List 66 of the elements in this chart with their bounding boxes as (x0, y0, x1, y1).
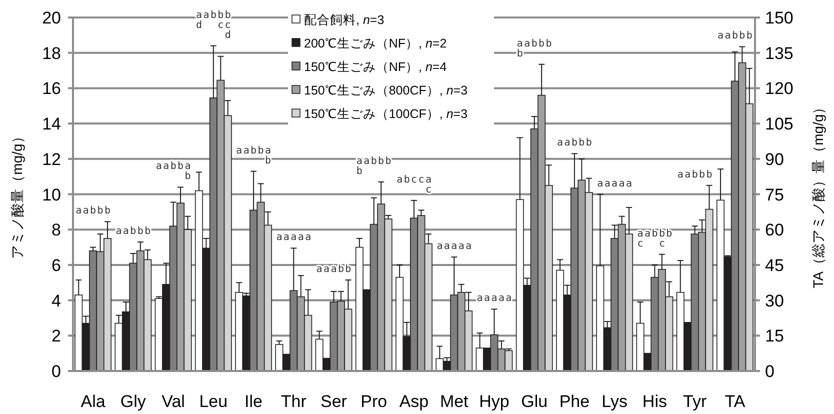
x-tick-label: Tyr (683, 392, 707, 411)
x-tick-label: Hyp (479, 392, 510, 411)
y-tick-label: 16 (42, 79, 61, 98)
y2-tick-label: 0 (765, 362, 774, 381)
x-tick-label: Ile (244, 392, 263, 411)
y2-axis-title: TA（総アミノ酸）量（mg/g） (810, 100, 826, 288)
y-tick-label: 0 (52, 362, 61, 381)
y2-tick-label: 105 (765, 114, 794, 134)
y-tick-label: 10 (42, 185, 61, 204)
annotation: aabba (156, 161, 192, 172)
annotation: aaaaa (597, 178, 634, 190)
legend-label: 150℃生ごみ（100CF）, n=3 (304, 107, 468, 121)
y2-tick-label: 150 (765, 8, 794, 28)
y-tick-label: 14 (42, 114, 61, 134)
annotation: c c (637, 238, 666, 250)
annotation: aaaaa (276, 232, 312, 244)
y2-tick-label: 120 (765, 79, 794, 98)
x-tick-label: His (642, 392, 667, 411)
legend-label: 200℃生ごみ（NF）, n=2 (304, 36, 447, 50)
y2-tick-label: 90 (765, 150, 784, 169)
y-axis-title: アミノ酸量（mg/g） (9, 130, 25, 259)
annotation: aabbb (557, 138, 594, 149)
annotation: c (396, 184, 433, 196)
y2-tick-label: 15 (765, 326, 784, 346)
annotation: b (156, 171, 192, 182)
x-tick-label: Thr (280, 392, 307, 411)
x-tick-label: Pro (360, 392, 388, 411)
y-tick-label: 12 (42, 150, 61, 169)
annotation: abcca (396, 174, 433, 186)
y-tick-label: 2 (52, 326, 61, 346)
annotation: d cc (196, 20, 232, 31)
y-tick-label: 18 (42, 44, 61, 63)
x-tick-label: Met (440, 392, 469, 411)
x-tick-label: Glu (521, 392, 548, 411)
annotation: aabba (236, 145, 272, 156)
x-tick-label: Ser (320, 392, 348, 411)
legend-label: 150℃生ごみ（800CF）, n=3 (304, 84, 468, 98)
y2-tick-label: 30 (765, 291, 784, 310)
y2-tick-label: 135 (765, 44, 794, 63)
x-tick-label: Val (162, 392, 185, 411)
x-tick-label: Phe (559, 392, 590, 411)
y-tick-label: 6 (52, 256, 61, 275)
legend-label: 150℃生ごみ（NF）, n=4 (304, 60, 447, 74)
annotation: aaaaa (476, 293, 513, 304)
legend-label: 配合飼料, n=3 (304, 13, 384, 27)
annotation: aabbb (718, 30, 754, 42)
annotation: d (196, 30, 232, 41)
y-tick-label: 20 (42, 8, 61, 28)
annotation: aabbb (516, 38, 554, 50)
y-tick-label: 4 (52, 291, 61, 310)
annotation: b (356, 166, 364, 177)
annotation: aaabb (316, 264, 352, 275)
y2-tick-label: 45 (765, 256, 784, 275)
annotation: aaaaa (436, 240, 473, 252)
x-tick-label: Leu (199, 392, 228, 411)
x-tick-label: TA (724, 392, 746, 411)
annotation: aabbb (76, 206, 112, 217)
annotation: aabbb (637, 228, 674, 240)
x-tick-label: Asp (399, 392, 429, 411)
x-tick-label: Gly (120, 392, 146, 411)
x-tick-label: Ala (80, 392, 106, 411)
y-tick-label: 8 (52, 220, 61, 240)
y2-tick-label: 75 (765, 185, 784, 204)
annotation: aabbb (677, 169, 714, 180)
x-tick-label: Lys (602, 392, 628, 411)
y2-tick-label: 60 (765, 220, 784, 240)
